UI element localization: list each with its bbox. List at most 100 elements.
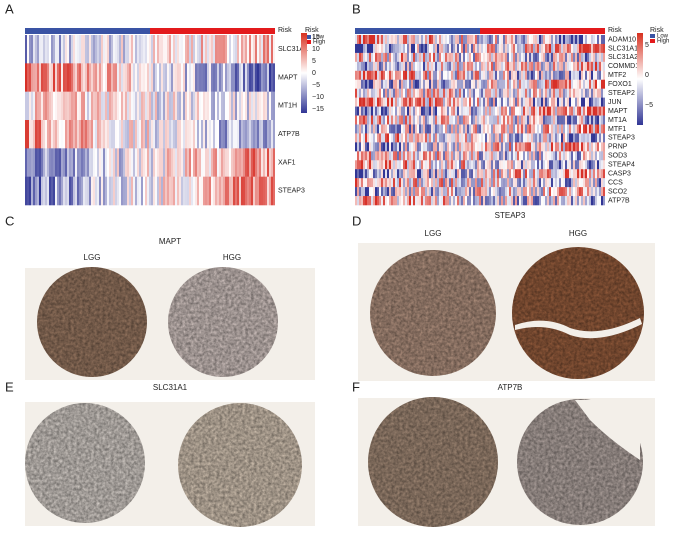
heatmap-cell bbox=[125, 91, 127, 121]
heatmap-cell bbox=[357, 70, 359, 81]
heatmap-cell bbox=[369, 178, 371, 188]
heatmap-cell bbox=[131, 35, 133, 64]
heatmap-cell bbox=[559, 133, 561, 143]
heatmap-cell bbox=[595, 160, 597, 170]
heatmap-cell bbox=[529, 61, 531, 72]
heatmap-cell bbox=[601, 35, 603, 45]
heatmap-cell bbox=[261, 148, 263, 177]
heatmap-cell bbox=[29, 63, 31, 92]
heatmap-cell bbox=[357, 52, 359, 63]
heatmap-cell bbox=[561, 61, 563, 72]
heatmap-cell bbox=[185, 35, 187, 64]
heatmap-cell bbox=[497, 178, 499, 188]
heatmap-cell bbox=[73, 91, 75, 121]
heatmap-cell bbox=[561, 124, 563, 134]
heatmap-cell bbox=[591, 115, 593, 125]
heatmap-cell bbox=[463, 178, 465, 188]
heatmap-cell bbox=[507, 124, 509, 134]
heatmap-cell bbox=[409, 43, 411, 54]
heatmap-cell bbox=[513, 187, 515, 197]
heatmap-cell bbox=[589, 133, 591, 143]
heatmap-cell bbox=[227, 63, 229, 92]
heatmap-cell bbox=[485, 115, 487, 125]
heatmap-cell bbox=[447, 187, 449, 197]
heatmap-cell bbox=[527, 187, 529, 197]
heatmap-cell bbox=[581, 88, 583, 98]
heatmap-cell bbox=[433, 61, 435, 72]
heatmap-cell bbox=[497, 52, 499, 63]
heatmap-cell bbox=[33, 35, 35, 64]
heatmap-cell bbox=[367, 70, 369, 81]
heatmap-cell bbox=[377, 88, 379, 98]
heatmap-cell bbox=[513, 79, 515, 89]
heatmap-cell bbox=[599, 106, 601, 116]
heatmap-cell bbox=[509, 106, 511, 116]
heatmap-cell bbox=[573, 61, 575, 72]
heatmap-cell bbox=[365, 151, 367, 161]
heatmap-cell bbox=[599, 61, 601, 72]
heatmap-cell bbox=[427, 160, 429, 170]
heatmap-cell bbox=[371, 160, 373, 170]
heatmap-cell bbox=[381, 35, 383, 45]
heatmap-cell bbox=[455, 43, 457, 54]
heatmap-cell bbox=[407, 178, 409, 188]
heatmap-cell bbox=[559, 70, 561, 81]
heatmap-cell bbox=[369, 88, 371, 98]
heatmap-cell bbox=[419, 178, 421, 188]
heatmap-cell bbox=[247, 35, 249, 64]
heatmap-cell bbox=[391, 97, 393, 107]
heatmap-cell bbox=[575, 151, 577, 161]
heatmap-cell bbox=[179, 63, 181, 92]
heatmap-cell bbox=[393, 124, 395, 134]
heatmap-cell bbox=[489, 160, 491, 170]
heatmap-cell bbox=[589, 106, 591, 116]
heatmap-cell bbox=[457, 43, 459, 54]
heatmap-cell bbox=[489, 187, 491, 197]
heatmap-cell bbox=[471, 124, 473, 134]
heatmap-cell bbox=[473, 97, 475, 107]
heatmap-cell bbox=[571, 160, 573, 170]
gene-label: MT1A bbox=[608, 117, 627, 124]
heatmap-cell bbox=[361, 124, 363, 134]
heatmap-cell bbox=[429, 133, 431, 143]
heatmap-cell bbox=[417, 52, 419, 63]
heatmap-cell bbox=[145, 63, 147, 92]
heatmap-cell bbox=[545, 106, 547, 116]
heatmap-cell bbox=[165, 63, 167, 92]
heatmap-cell bbox=[419, 160, 421, 170]
heatmap-cell bbox=[445, 169, 447, 179]
colorbar-tick: −5 bbox=[312, 82, 320, 89]
heatmap-cell bbox=[435, 70, 437, 81]
heatmap-cell bbox=[41, 148, 43, 177]
heatmap-cell bbox=[559, 61, 561, 72]
heatmap-cell bbox=[187, 148, 189, 177]
heatmap-cell bbox=[519, 61, 521, 72]
heatmap-cell bbox=[565, 124, 567, 134]
heatmap-cell bbox=[595, 124, 597, 134]
heatmap-cell bbox=[457, 133, 459, 143]
heatmap-cell bbox=[603, 88, 605, 98]
heatmap-cell bbox=[381, 169, 383, 179]
heatmap-cell bbox=[417, 61, 419, 72]
heatmap-cell bbox=[431, 70, 433, 81]
heatmap-cell bbox=[37, 63, 39, 92]
heatmap-cell bbox=[135, 63, 137, 92]
heatmap-cell bbox=[195, 91, 197, 121]
heatmap-cell bbox=[433, 169, 435, 179]
heatmap-cell bbox=[455, 79, 457, 89]
heatmap-cell bbox=[503, 169, 505, 179]
heatmap-cell bbox=[459, 70, 461, 81]
heatmap-cell bbox=[427, 124, 429, 134]
colorbar bbox=[301, 33, 307, 113]
heatmap-cell bbox=[449, 88, 451, 98]
heatmap-cell bbox=[423, 43, 425, 54]
heatmap-cell bbox=[75, 176, 77, 206]
heatmap-cell bbox=[521, 97, 523, 107]
heatmap-cell bbox=[85, 35, 87, 64]
heatmap-cell bbox=[61, 63, 63, 92]
heatmap-cell bbox=[595, 133, 597, 143]
heatmap-cell bbox=[403, 160, 405, 170]
heatmap-cell bbox=[443, 70, 445, 81]
heatmap-cell bbox=[583, 35, 585, 45]
heatmap-cell bbox=[507, 43, 509, 54]
